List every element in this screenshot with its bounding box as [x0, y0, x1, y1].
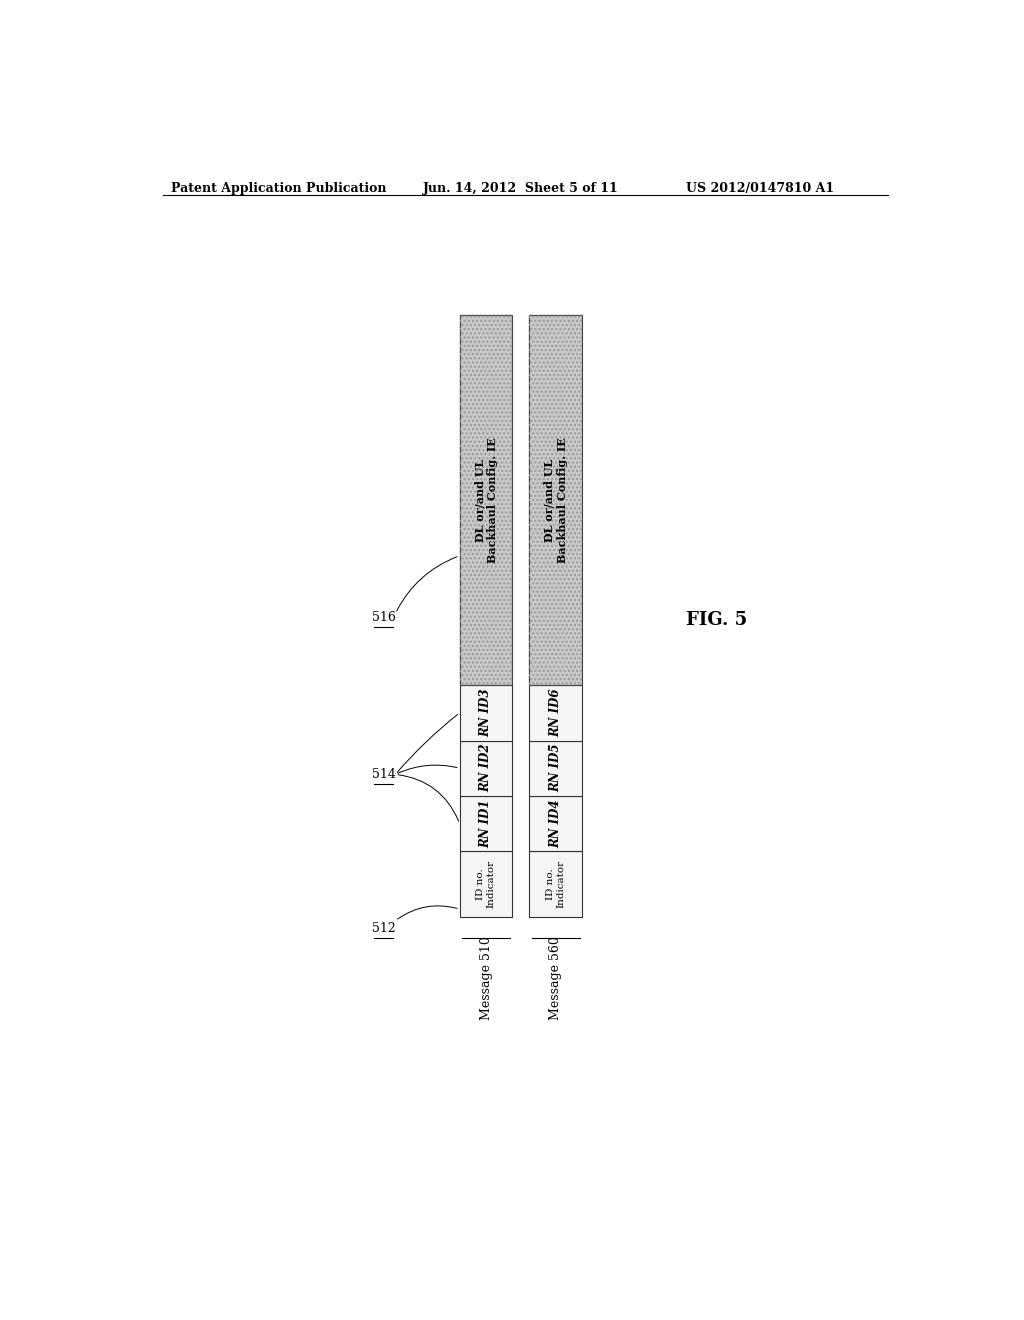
Text: Message 560: Message 560 [549, 936, 562, 1020]
Bar [460, 315, 512, 685]
Text: RN ID6: RN ID6 [549, 689, 562, 737]
Bar [460, 685, 512, 741]
Text: DL or/and UL
Backhaul Config. IE: DL or/and UL Backhaul Config. IE [474, 437, 498, 564]
Text: RN ID2: RN ID2 [479, 744, 493, 792]
Text: RN ID5: RN ID5 [549, 744, 562, 792]
Bar [529, 796, 583, 851]
Bar [529, 315, 583, 685]
Bar [529, 741, 583, 796]
Text: 516: 516 [372, 611, 395, 624]
Text: Message 510: Message 510 [479, 936, 493, 1020]
Bar [460, 851, 512, 917]
Bar [529, 315, 583, 685]
Text: 512: 512 [372, 921, 395, 935]
Text: 514: 514 [372, 768, 395, 781]
Text: Jun. 14, 2012  Sheet 5 of 11: Jun. 14, 2012 Sheet 5 of 11 [423, 182, 618, 194]
Text: US 2012/0147810 A1: US 2012/0147810 A1 [686, 182, 835, 194]
Text: FIG. 5: FIG. 5 [686, 611, 748, 630]
Bar [460, 315, 512, 685]
Bar [529, 685, 583, 741]
Text: ID no.
Indicator: ID no. Indicator [546, 861, 565, 908]
Bar [460, 796, 512, 851]
Bar [460, 741, 512, 796]
Text: RN ID1: RN ID1 [479, 800, 493, 847]
Text: ID no.
Indicator: ID no. Indicator [476, 861, 496, 908]
Text: RN ID3: RN ID3 [479, 689, 493, 737]
Text: Patent Application Publication: Patent Application Publication [171, 182, 386, 194]
Text: RN ID4: RN ID4 [549, 800, 562, 847]
Bar [529, 851, 583, 917]
Text: DL or/and UL
Backhaul Config. IE: DL or/and UL Backhaul Config. IE [544, 437, 567, 564]
